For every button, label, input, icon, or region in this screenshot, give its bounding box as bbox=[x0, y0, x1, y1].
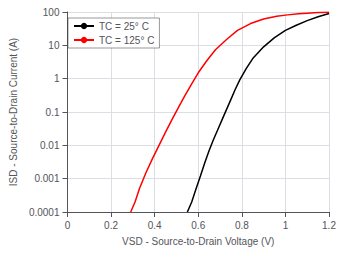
svg-text:10: 10 bbox=[48, 40, 60, 51]
svg-text:VSD - Source-to-Drain Voltage: VSD - Source-to-Drain Voltage (V) bbox=[122, 236, 274, 247]
svg-text:1.2: 1.2 bbox=[322, 220, 336, 231]
svg-text:TC = 125° C: TC = 125° C bbox=[99, 35, 154, 46]
svg-text:0.1: 0.1 bbox=[46, 107, 60, 118]
svg-text:0.6: 0.6 bbox=[191, 220, 205, 231]
svg-text:0.2: 0.2 bbox=[104, 220, 118, 231]
svg-text:TC = 25° C: TC = 25° C bbox=[99, 21, 149, 32]
svg-text:100: 100 bbox=[43, 7, 60, 18]
svg-text:0: 0 bbox=[65, 220, 71, 231]
svg-text:0.001: 0.001 bbox=[34, 173, 59, 184]
svg-text:ISD - Source-to-Drain Current: ISD - Source-to-Drain Current (A) bbox=[8, 38, 19, 186]
svg-text:1: 1 bbox=[54, 73, 60, 84]
svg-text:0.01: 0.01 bbox=[40, 140, 60, 151]
svg-text:0.4: 0.4 bbox=[148, 220, 162, 231]
svg-text:0.0001: 0.0001 bbox=[29, 207, 60, 218]
svg-text:0.8: 0.8 bbox=[235, 220, 249, 231]
svg-text:1: 1 bbox=[283, 220, 289, 231]
